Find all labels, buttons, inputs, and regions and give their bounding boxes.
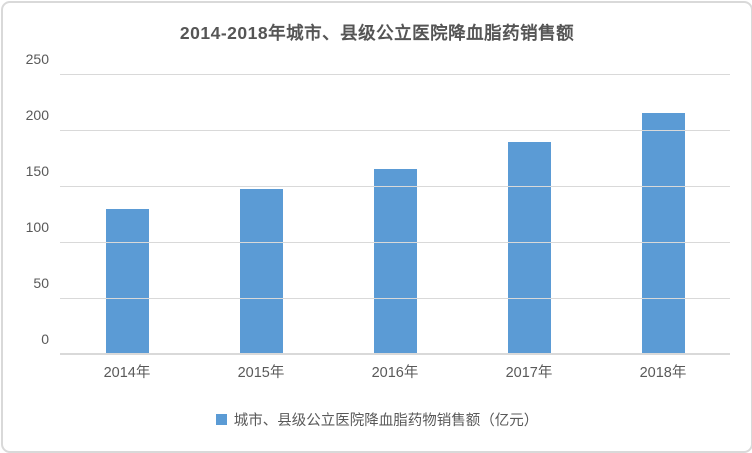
legend: 城市、县级公立医院降血脂药物销售额（亿元） — [3, 409, 751, 430]
y-tick-label-150: 150 — [25, 163, 49, 179]
legend-marker-icon — [215, 414, 227, 425]
gridline-150 — [60, 186, 730, 187]
x-tick-label-2018年: 2018年 — [639, 365, 687, 381]
bar-2014年 — [105, 209, 149, 355]
bar-2017年 — [507, 142, 551, 355]
y-tick-label-200: 200 — [25, 107, 49, 123]
bar-slot-2017年 — [462, 75, 596, 355]
x-tick-label-2014年: 2014年 — [103, 365, 151, 381]
bar-series — [60, 75, 730, 355]
gridline-0 — [60, 353, 730, 355]
bar-2015年 — [239, 189, 283, 355]
y-tick-label-50: 50 — [33, 275, 49, 291]
y-tick-label-100: 100 — [25, 219, 49, 235]
gridline-250 — [60, 74, 730, 75]
gridline-100 — [60, 242, 730, 243]
gridline-50 — [60, 298, 730, 299]
bar-slot-2015年 — [194, 75, 328, 355]
gridline-200 — [60, 130, 730, 131]
x-axis-labels: 2014年 2015年 2016年 2017年 2018年 — [60, 361, 730, 382]
bar-2016年 — [373, 169, 417, 355]
bar-slot-2016年 — [328, 75, 462, 355]
legend-label: 城市、县级公立医院降血脂药物销售额（亿元） — [233, 413, 539, 429]
bar-slot-2018年 — [596, 75, 730, 355]
x-tick-label-2017年: 2017年 — [505, 365, 553, 381]
x-tick-label-2016年: 2016年 — [371, 365, 419, 381]
bar-slot-2014年 — [60, 75, 194, 355]
y-tick-label-250: 250 — [25, 51, 49, 67]
y-axis-labels: 0 50 100 150 200 250 — [3, 51, 49, 355]
y-tick-label-0: 0 — [41, 331, 49, 347]
x-tick-label-2015年: 2015年 — [237, 365, 285, 381]
bar-2018年 — [641, 113, 685, 355]
chart-title: 2014-2018年城市、县级公立医院降血脂药销售额 — [179, 23, 575, 43]
plot-area — [60, 74, 730, 355]
